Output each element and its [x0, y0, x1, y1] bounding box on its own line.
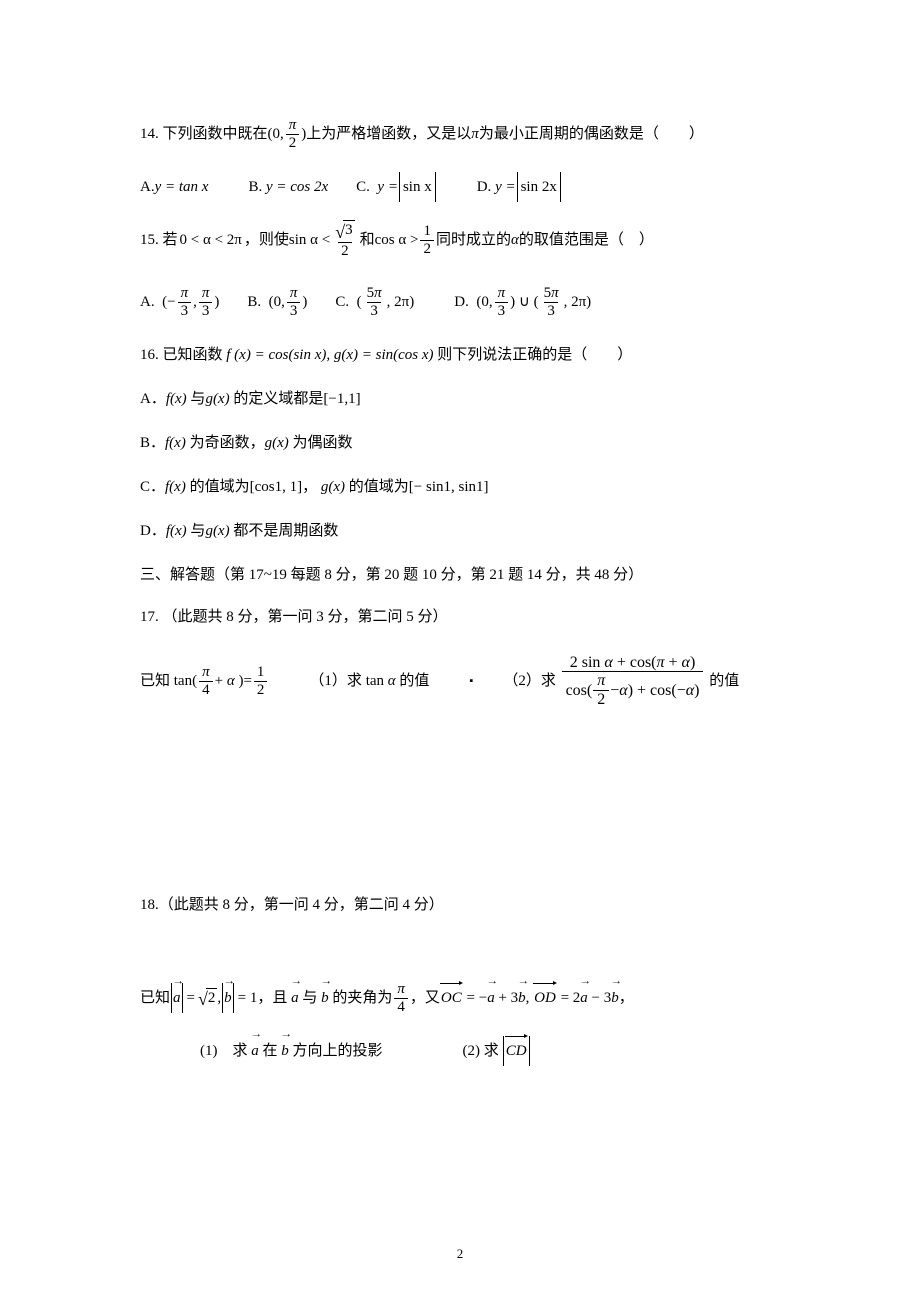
text: 16. 已知函数 [140, 340, 223, 370]
interval-open: (0, [268, 119, 284, 149]
pi: π [471, 119, 479, 149]
text: 上为严格增函数，又是以 [306, 119, 471, 149]
q15-stem: 15. 若 0 < α < 2π ，则使 sin α < √3 2 和 cos … [140, 216, 785, 264]
big-fraction: 2 sin α + cos(π + α) cos(π2− α) + cos(−α… [562, 654, 704, 709]
opt-label: D. [454, 287, 469, 317]
q17-body: 已知 tan( π4 + α )= 12 （1）求 tan α 的值 ▪ （2）… [140, 646, 785, 716]
opt-label: A. [140, 172, 155, 202]
opt-label: A. [140, 287, 155, 317]
cond: 0 < α < 2π [178, 225, 244, 255]
text: 则下列说法正确的是（ ） [437, 340, 632, 370]
text: 为最小正周期的偶函数是（ ） [479, 119, 704, 149]
text: 15. 若 [140, 225, 178, 255]
opt-eq: y = cos 2x [266, 172, 328, 202]
alpha: α [511, 225, 519, 255]
text: 同时成立的 [436, 225, 511, 255]
vec-OD: OD [533, 983, 557, 1013]
abs: sin 2x [516, 172, 562, 202]
opt-label: C. [335, 287, 349, 317]
q18-body: 已知 a = √2 , b = 1 ，且 a 与 b 的夹角为 π4 ，又 OC… [140, 974, 785, 1022]
funcs: f (x) = cos(sin x), g(x) = sin(cos x) [226, 340, 433, 370]
sqrt2: √2 [198, 988, 217, 1009]
frac-pi-2: π 2 [286, 117, 300, 151]
opt-eq: y = tan x [155, 172, 209, 202]
sin: sin α < [289, 225, 330, 255]
abs-a: a [170, 983, 184, 1013]
abs-CD: CD [502, 1036, 531, 1066]
text: 的取值范围是（ ） [519, 225, 654, 255]
text: 14. 下列函数中既在 [140, 119, 268, 149]
text: 和 [360, 225, 375, 255]
page-number: 2 [0, 1246, 920, 1262]
q18-title: 18.（此题共 8 分，第一问 4 分，第二问 4 分） [140, 890, 785, 920]
q14-options: A. y = tan x B. y = cos 2x C. y = sin x … [140, 172, 785, 202]
text: ，则使 [244, 225, 289, 255]
q14-stem: 14. 下列函数中既在 (0, π 2 ) 上为严格增函数，又是以 π 为最小正… [140, 110, 785, 158]
q18-subs: (1) 求 a 在 b 方向上的投影 (2) 求 CD [140, 1036, 785, 1066]
text: y = [495, 172, 516, 202]
vec-OC: OC [440, 983, 463, 1013]
frac: 1 2 [420, 223, 434, 257]
opt-label: B. [247, 287, 261, 317]
opt-label: B. [248, 172, 262, 202]
dot-marker: ▪ [469, 670, 473, 692]
section-3-title: 三、解答题（第 17~19 每题 8 分，第 20 题 10 分，第 21 题 … [140, 560, 785, 590]
text: y = [377, 172, 398, 202]
frac: √3 2 [332, 220, 357, 260]
abs-b: b [221, 983, 235, 1013]
q17-title: 17. （此题共 8 分，第一问 3 分，第二问 5 分） [140, 602, 785, 632]
opt-label: C. [356, 172, 370, 202]
q16-optA: A． f(x) 与 g(x) 的定义域都是 [−1,1] [140, 384, 785, 414]
q16-optC: C． f(x) 的值域为 [cos1, 1] ， g(x) 的值域为 [− si… [140, 472, 785, 502]
abs: sin x [398, 172, 437, 202]
cos: cos α > [375, 225, 419, 255]
q15-options: A. (− π3 , π3 ) B. (0, π3 ) C. ( 5π3 , 2… [140, 278, 785, 326]
q16-optD: D． f(x) 与 g(x) 都不是周期函数 [140, 516, 785, 546]
q16-optB: B． f(x) 为奇函数， g(x) 为偶函数 [140, 428, 785, 458]
opt-label: D. [477, 172, 492, 202]
q16-stem: 16. 已知函数 f (x) = cos(sin x), g(x) = sin(… [140, 340, 785, 370]
